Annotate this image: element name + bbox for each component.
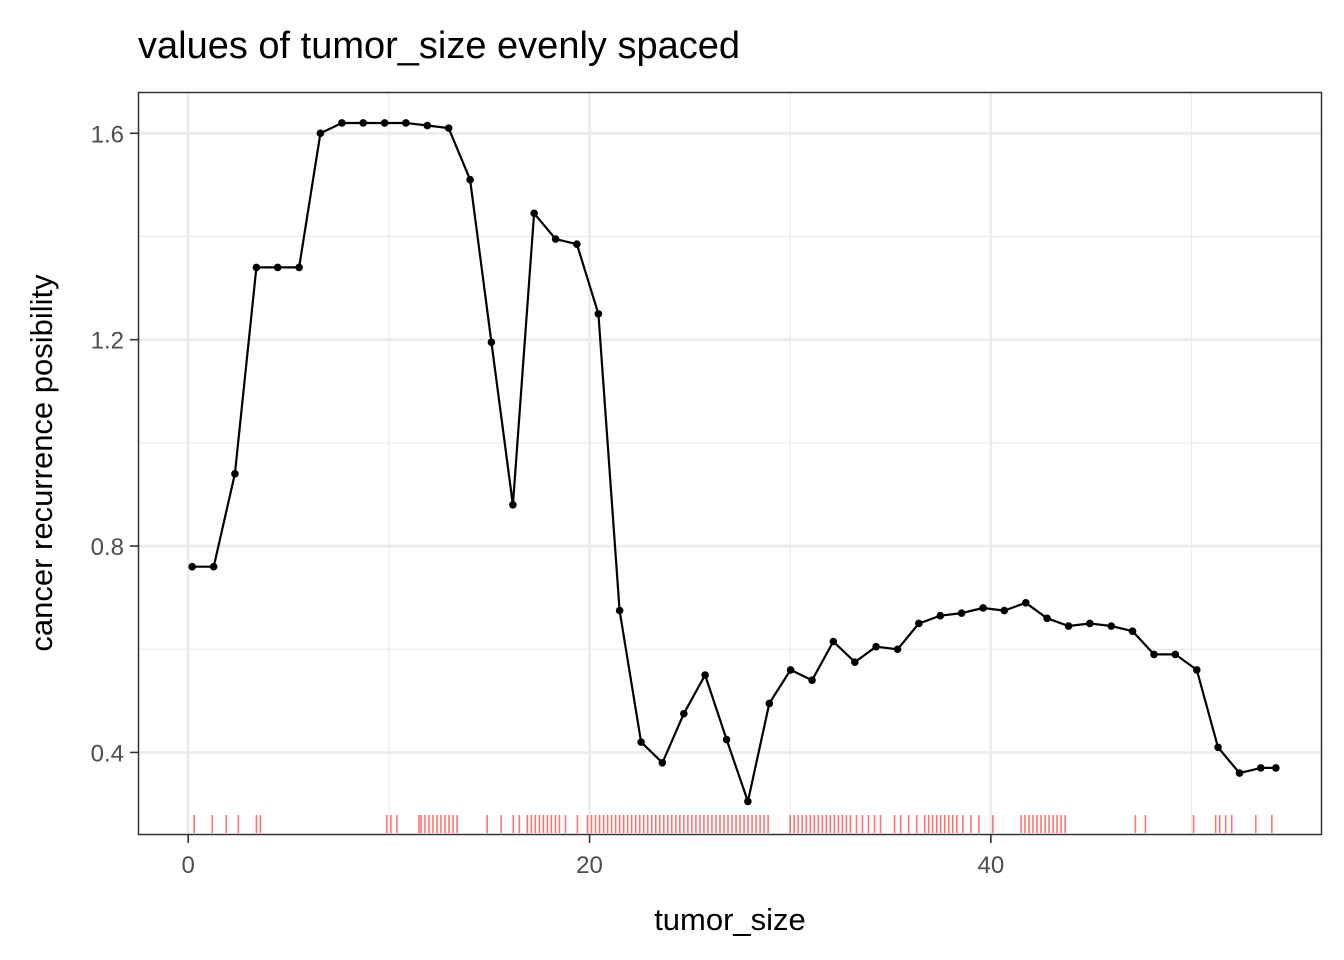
data-point xyxy=(423,121,432,130)
series-line xyxy=(192,121,1276,803)
data-point xyxy=(722,735,731,744)
data-point xyxy=(295,263,303,272)
y-axis-title: cancer recurrence posibility xyxy=(24,274,59,652)
data-point xyxy=(915,619,923,628)
data-point xyxy=(1064,622,1073,630)
data-point xyxy=(573,240,581,249)
data-point xyxy=(1235,769,1244,777)
y-tick-label: 1.6 xyxy=(91,121,124,148)
data-point xyxy=(1150,650,1158,659)
data-point xyxy=(1171,650,1180,659)
plot-background xyxy=(138,92,1322,835)
data-point xyxy=(1086,619,1094,628)
data-point xyxy=(509,500,517,509)
axes: 0 20 40 0.4 0.8 1.2 1.6 xyxy=(91,121,1005,879)
series-layer xyxy=(188,119,1280,806)
data-point xyxy=(444,124,453,132)
rug-marks xyxy=(193,815,1273,833)
data-point xyxy=(979,604,987,612)
data-point xyxy=(551,235,560,243)
data-point xyxy=(1128,627,1137,635)
data-point xyxy=(765,699,774,708)
plot-panel xyxy=(137,91,1323,836)
data-point xyxy=(1043,614,1051,623)
data-point xyxy=(316,129,325,138)
chart-title: values of tumor_size evenly spaced xyxy=(138,25,740,67)
data-point xyxy=(658,758,667,767)
data-point xyxy=(273,263,282,272)
data-point xyxy=(872,642,880,651)
data-point xyxy=(188,562,196,571)
data-point xyxy=(231,470,239,478)
data-point xyxy=(744,797,752,806)
data-point xyxy=(1272,764,1280,772)
data-point xyxy=(466,175,474,184)
data-point xyxy=(637,738,645,746)
data-point xyxy=(209,562,218,571)
y-tick-label: 1.2 xyxy=(91,328,124,355)
x-tick-label: 40 xyxy=(978,852,1005,879)
data-point xyxy=(402,119,410,127)
data-point xyxy=(252,263,261,272)
data-point xyxy=(1256,764,1265,772)
data-point xyxy=(359,119,367,127)
data-point xyxy=(851,658,859,666)
data-point xyxy=(338,119,346,127)
data-point xyxy=(829,637,838,646)
y-tick-label: 0.4 xyxy=(91,740,124,767)
data-point xyxy=(594,310,603,318)
data-point xyxy=(957,609,966,617)
plot-border xyxy=(137,91,1323,836)
x-tick-label: 20 xyxy=(576,852,603,879)
data-point xyxy=(1214,743,1222,752)
data-point xyxy=(680,709,688,718)
data-point xyxy=(1192,666,1201,674)
x-axis-title: tumor_size xyxy=(654,902,806,937)
y-tick-label: 0.8 xyxy=(91,534,124,561)
data-point xyxy=(1000,606,1009,615)
data-point xyxy=(893,645,902,654)
data-point xyxy=(786,666,795,674)
data-point xyxy=(487,338,496,347)
data-point xyxy=(615,606,624,615)
data-point xyxy=(936,611,945,620)
x-tick-label: 0 xyxy=(181,852,194,879)
data-point xyxy=(701,671,709,679)
data-point xyxy=(380,119,389,127)
data-point xyxy=(1021,599,1030,607)
data-point xyxy=(1107,622,1116,630)
data-point xyxy=(808,676,816,685)
data-point xyxy=(530,209,538,218)
